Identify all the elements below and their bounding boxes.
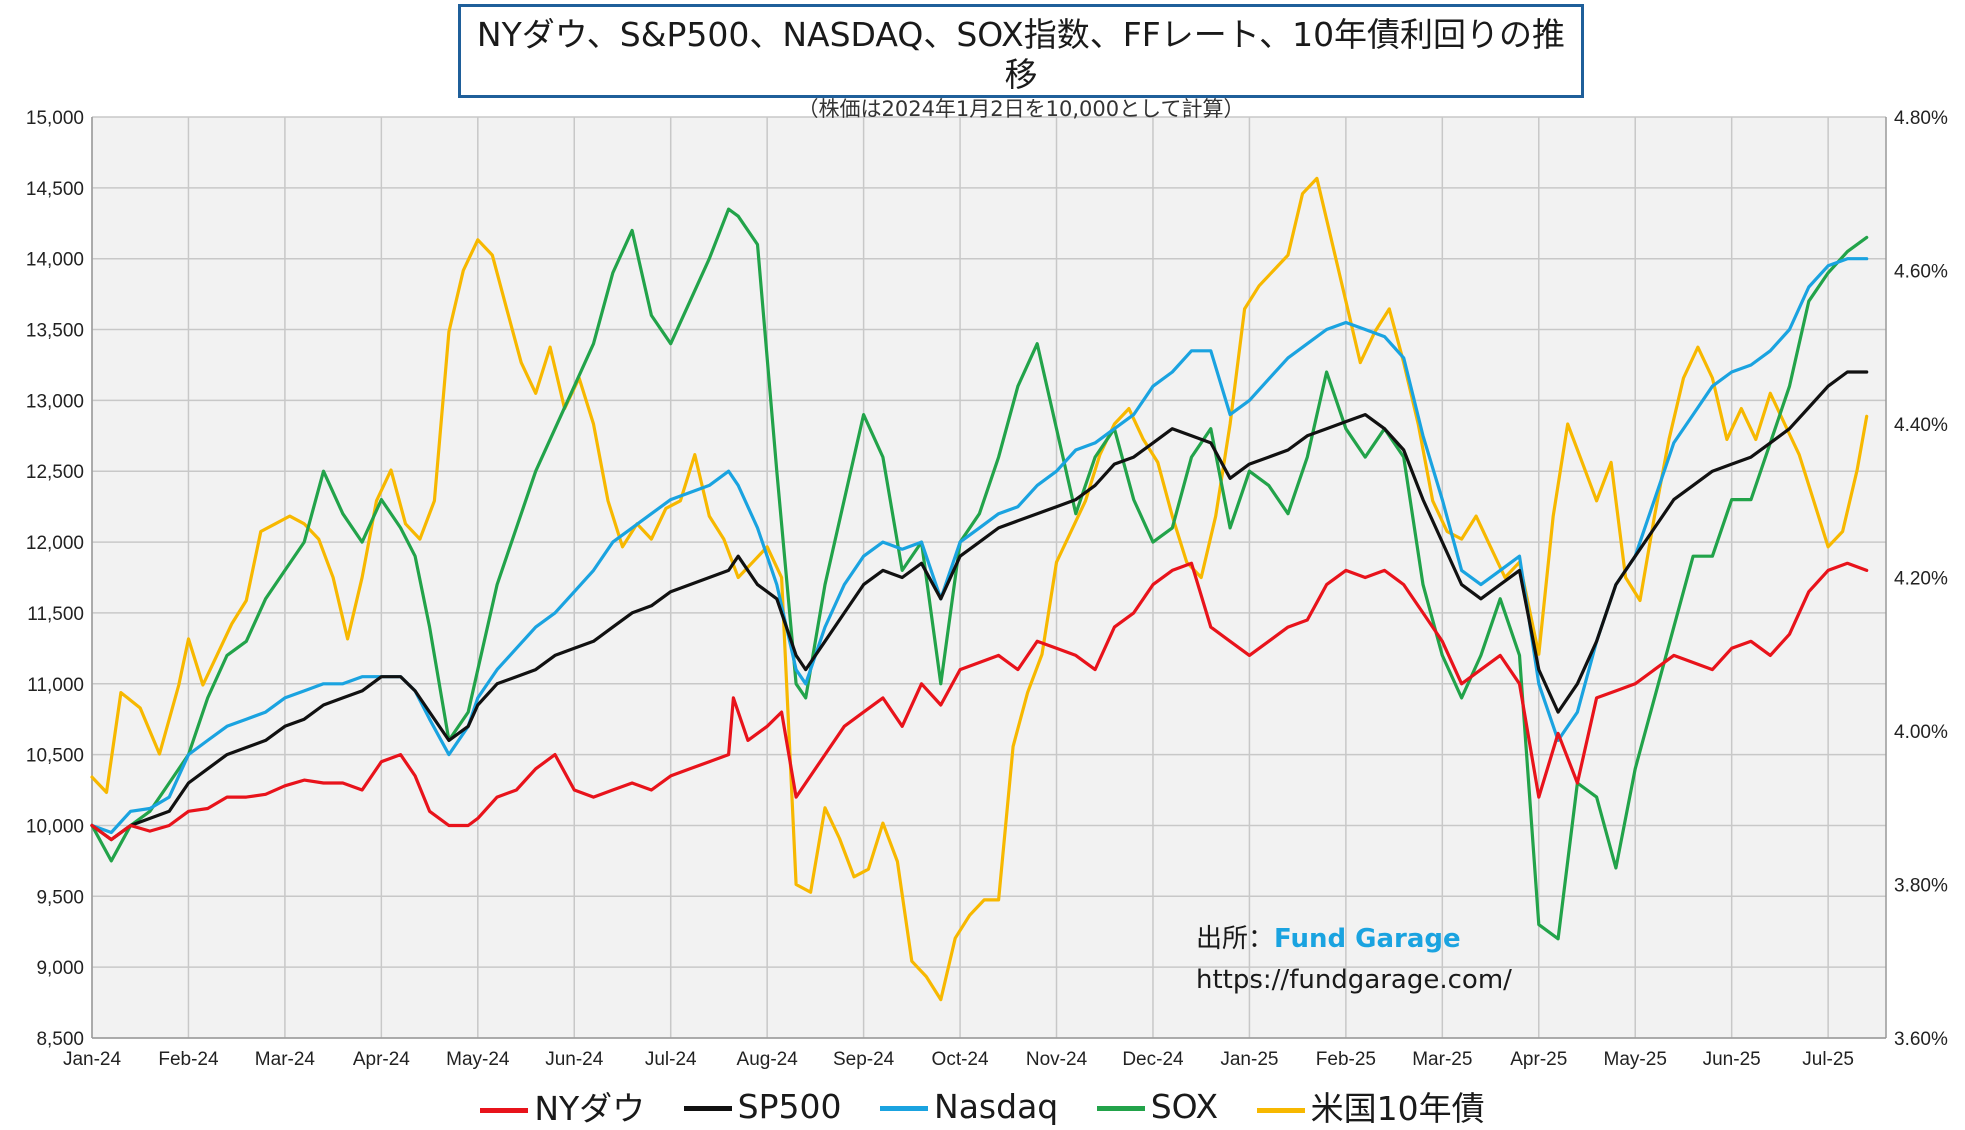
- x-tick-label: Feb-25: [1316, 1049, 1376, 1070]
- y-left-tick-label: 14,500: [26, 179, 84, 200]
- series-line-1: [90, 370, 1869, 842]
- legend-item-sp500: SP500: [683, 1086, 842, 1126]
- x-tick-labels: Jan-24 Feb-24 Mar-24 Apr-24 May-24 Jun-24 Jul-…: [63, 1049, 1854, 1070]
- y-left-tick-label: 12,000: [26, 533, 84, 554]
- x-tick-label: Apr-25: [1510, 1049, 1567, 1070]
- legend-swatch: [880, 1105, 929, 1111]
- legend-swatch: [480, 1108, 529, 1113]
- x-tick-label: Mar-24: [255, 1049, 316, 1070]
- x-tick-label: Dec-24: [1122, 1049, 1184, 1070]
- x-tick-label: Jun-25: [1703, 1049, 1761, 1070]
- chart-title: NYダウ、S&P500、NASDAQ、SOX指数、FFレート、10年債利回りの推…: [476, 15, 1566, 94]
- y-right-tick-label: 3.60%: [1894, 1029, 1948, 1050]
- y-left-tick-label: 10,000: [26, 816, 84, 837]
- x-tick-label: Aug-24: [737, 1049, 799, 1070]
- y-right-tick-label: 3.80%: [1894, 876, 1948, 897]
- series-line-4: [90, 176, 1869, 1002]
- y-right-tick-label: 4.80%: [1894, 108, 1948, 129]
- y-right-tick-label: 4.60%: [1894, 262, 1948, 283]
- y-right-tick-label: 4.40%: [1894, 415, 1948, 436]
- source-box: 出所：Fund Garage https://fundgarage.com/: [1196, 918, 1596, 995]
- y-left-tick-label: 11,000: [27, 675, 84, 696]
- y-right-tick-label: 4.00%: [1894, 722, 1948, 743]
- x-tick-label: Jul-24: [645, 1049, 697, 1070]
- x-tick-label: Jan-25: [1220, 1049, 1278, 1070]
- legend-swatch: [1256, 1108, 1305, 1113]
- x-tick-label: Jun-24: [545, 1049, 604, 1070]
- x-tick-label: Oct-24: [932, 1049, 989, 1070]
- series-layer: [90, 176, 1869, 1002]
- y-right-tick-labels: 3.60% 3.80% 4.00% 4.20% 4.40% 4.60% 4.80%: [1894, 108, 1948, 1050]
- y-left-tick-label: 15,000: [26, 108, 84, 129]
- x-tick-label: Feb-24: [158, 1049, 219, 1070]
- legend-item-nydow: NYダウ: [480, 1082, 645, 1130]
- legend-item-nasdaq: Nasdaq: [880, 1087, 1058, 1126]
- y-right-tick-label: 4.20%: [1894, 569, 1948, 590]
- legend-item-sox: SOX: [1096, 1086, 1219, 1126]
- x-tick-label: Mar-25: [1412, 1049, 1472, 1070]
- plot-area: [92, 117, 1886, 1038]
- y-left-tick-label: 14,000: [26, 250, 84, 271]
- x-tick-label: Jan-24: [63, 1049, 122, 1070]
- legend-label: Nasdaq: [934, 1086, 1059, 1126]
- y-left-tick-label: 12,500: [26, 462, 84, 483]
- y-left-tick-label: 9,000: [36, 958, 84, 979]
- x-tick-label: Sep-24: [833, 1049, 895, 1070]
- x-tick-label: May-25: [1604, 1049, 1667, 1070]
- x-tick-label: Jul-25: [1802, 1049, 1854, 1070]
- legend-label: SOX: [1150, 1086, 1219, 1126]
- y-left-tick-label: 10,500: [26, 746, 84, 767]
- source-url: https://fundgarage.com/: [1196, 965, 1512, 995]
- source-name: Fund Garage: [1274, 924, 1461, 954]
- y-left-tick-label: 8,500: [36, 1029, 84, 1050]
- chart-title-box: NYダウ、S&P500、NASDAQ、SOX指数、FFレート、10年債利回りの推…: [458, 4, 1584, 121]
- legend-label: 米国10年債: [1310, 1089, 1485, 1128]
- x-tick-label: Apr-24: [353, 1049, 410, 1070]
- chart-subtitle: （株価は2024年1月2日を10,000として計算）: [797, 97, 1245, 121]
- x-tick-label: Nov-24: [1026, 1049, 1088, 1070]
- legend: NYダウ SP500 Nasdaq SOX 米国10年債: [0, 1082, 1965, 1128]
- y-left-tick-label: 13,500: [26, 321, 84, 342]
- y-left-tick-label: 9,500: [36, 887, 84, 908]
- legend-item-us10y: 米国10年債: [1256, 1082, 1485, 1130]
- y-left-tick-label: 11,500: [27, 604, 84, 625]
- x-tick-label: May-24: [446, 1049, 510, 1070]
- y-left-tick-labels: 8,500 9,000 9,500 10,000 10,500 11,000 11,500 1…: [26, 108, 84, 1050]
- y-left-tick-label: 13,000: [26, 391, 84, 412]
- series-line-0: [90, 561, 1869, 842]
- legend-swatch: [683, 1105, 732, 1111]
- legend-swatch: [1096, 1105, 1145, 1111]
- legend-label: SP500: [737, 1086, 842, 1126]
- source-label: 出所：: [1196, 924, 1275, 954]
- legend-label: NYダウ: [534, 1089, 646, 1128]
